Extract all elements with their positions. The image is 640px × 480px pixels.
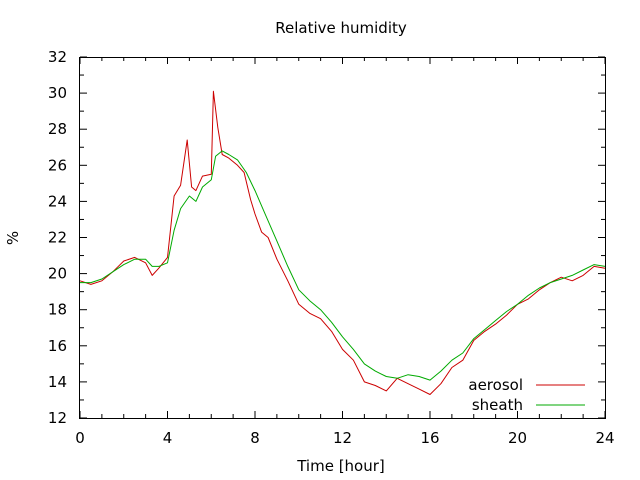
x-axis-label: Time [hour] bbox=[296, 457, 385, 475]
x-tick-label: 8 bbox=[250, 429, 260, 447]
y-tick-label: 28 bbox=[48, 120, 67, 138]
y-tick-label: 22 bbox=[48, 229, 67, 247]
chart-title: Relative humidity bbox=[275, 19, 407, 37]
y-tick-label: 20 bbox=[48, 265, 67, 283]
y-tick-label: 24 bbox=[48, 192, 67, 210]
x-tick-label: 4 bbox=[163, 429, 173, 447]
y-tick-label: 18 bbox=[48, 301, 67, 319]
y-tick-label: 12 bbox=[48, 409, 67, 427]
x-tick-label: 16 bbox=[420, 429, 439, 447]
legend-label: aerosol bbox=[468, 376, 523, 394]
y-tick-label: 32 bbox=[48, 48, 67, 66]
x-tick-label: 24 bbox=[595, 429, 614, 447]
y-axis-label: % bbox=[4, 231, 22, 245]
y-tick-label: 26 bbox=[48, 156, 67, 174]
x-tick-label: 12 bbox=[333, 429, 352, 447]
axes: 0 4 8 12 16 20 24 12 14 16 18 20 22 24 26 28 30 32 bbox=[48, 48, 615, 447]
x-tick-label: 20 bbox=[508, 429, 527, 447]
y-tick-label: 30 bbox=[48, 84, 67, 102]
x-tick-label: 0 bbox=[75, 429, 85, 447]
plot-frame bbox=[79, 57, 606, 419]
plot-series bbox=[79, 90, 606, 395]
y-tick-label: 14 bbox=[48, 373, 67, 391]
legend: aerosol sheath bbox=[468, 376, 585, 414]
series-line-aerosol bbox=[79, 90, 606, 395]
y-tick-label: 16 bbox=[48, 337, 67, 355]
legend-label: sheath bbox=[472, 396, 523, 414]
series-line-sheath bbox=[80, 150, 606, 381]
